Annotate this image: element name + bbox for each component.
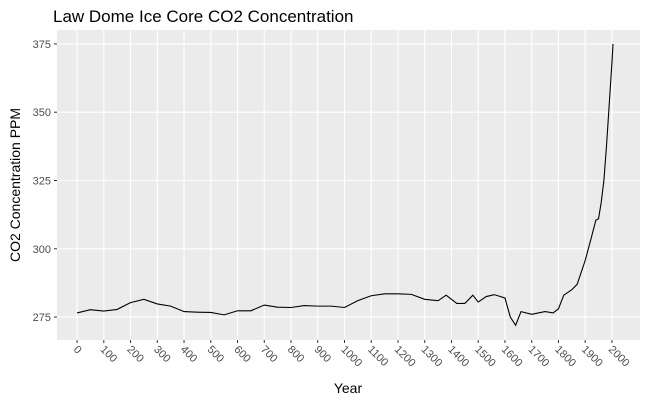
x-tick-label: 1200 [392,344,418,370]
data-line [76,43,614,327]
x-tick-label: 1400 [445,344,471,370]
x-tick-label: 600 [231,344,252,365]
x-tick-label: 500 [205,344,226,365]
y-tick-label: 275 [33,312,51,324]
y-tick-label: 350 [33,107,51,119]
x-tick-label: 300 [151,344,172,365]
x-tick-label: 1300 [419,344,445,370]
x-axis-label: Year [334,380,363,396]
y-tick-label: 325 [33,175,51,187]
x-tick-label: 1500 [472,344,498,370]
x-tick-label: 900 [312,344,333,365]
y-tick-label: 375 [33,39,51,51]
x-tick-label: 800 [285,344,306,365]
x-tick-label: 1100 [365,344,390,369]
x-tick-label: 200 [124,344,145,365]
x-tick-label: 100 [98,344,119,365]
x-tick-label: 700 [258,344,279,365]
x-tick-label: 1700 [526,344,552,370]
chart-title: Law Dome Ice Core CO2 Concentration [53,7,353,26]
x-tick-label: 1600 [499,344,525,370]
x-tick-label: 1000 [338,344,364,370]
x-tick-label: 0 [71,344,84,357]
y-tick-label: 300 [33,244,51,256]
x-tick-label: 2000 [606,344,632,370]
y-axis-label: CO2 Concentration PPM [7,108,23,262]
x-tick-label: 1900 [579,344,605,370]
x-tick-label: 400 [178,344,199,365]
x-tick-label: 1800 [552,344,578,370]
panel [57,30,640,340]
